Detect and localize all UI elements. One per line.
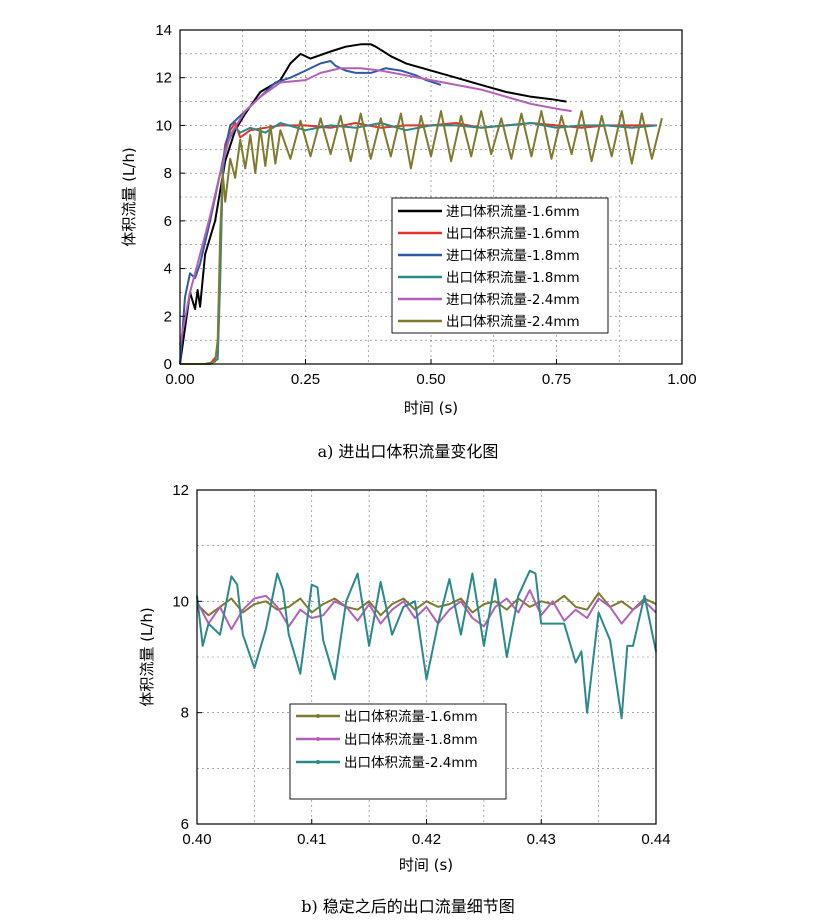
chart-b-x-axis-title: 时间 (s) bbox=[399, 856, 453, 874]
chart-a-x-tick-label: 0.25 bbox=[291, 371, 320, 388]
chart-a-y-tick-label: 10 bbox=[155, 117, 172, 134]
chart-b-series-line-0 bbox=[196, 592, 657, 617]
chart-b-x-tick-label: 0.43 bbox=[527, 831, 556, 848]
chart-b-legend: 出口体积流量-1.6mm 出口体积流量-1.8mm 出口体积流量-2.4mm bbox=[289, 703, 507, 800]
chart-a-y-tick-label: 8 bbox=[164, 165, 172, 182]
chart-a: 0.00 0.25 0.50 0.75 1.00 0 2 4 6 8 10 12 14 时间 (s) 体… bbox=[120, 22, 697, 461]
chart-b-x-tick-label: 0.42 bbox=[412, 831, 441, 848]
chart-b-legend-label-1: 出口体积流量-1.8mm bbox=[344, 732, 478, 748]
chart-a-x-axis-title: 时间 (s) bbox=[404, 399, 458, 417]
chart-b-legend-marker-0 bbox=[316, 714, 320, 718]
chart-a-caption: a) 进出口体积流量变化图 bbox=[318, 442, 499, 461]
chart-a-y-tick-label: 2 bbox=[164, 308, 172, 325]
chart-b-legend-marker-2 bbox=[316, 760, 320, 764]
chart-b-y-axis-title: 体积流量 (L/h) bbox=[138, 607, 156, 706]
chart-b-legend-label-0: 出口体积流量-1.6mm bbox=[344, 709, 478, 725]
chart-a-y-tick-label: 6 bbox=[164, 213, 172, 230]
chart-a-x-tick-label: 0.00 bbox=[165, 371, 194, 388]
chart-a-legend-box bbox=[391, 197, 609, 334]
chart-a-x-tick-label: 0.75 bbox=[542, 371, 571, 388]
chart-a-legend-label-4: 进口体积流量-2.4mm bbox=[446, 292, 580, 308]
chart-b: 0.40 0.41 0.42 0.43 0.44 6 8 10 12 时间 (s) 体积流量 (… bbox=[138, 482, 671, 916]
chart-b-y-tick-label: 12 bbox=[172, 482, 189, 499]
chart-a-y-tick-label: 0 bbox=[164, 356, 172, 373]
chart-b-x-tick-label: 0.44 bbox=[641, 831, 670, 848]
chart-a-y-axis-title: 体积流量 (L/h) bbox=[120, 147, 138, 246]
chart-b-y-tick-label: 10 bbox=[172, 593, 189, 610]
chart-a-legend: 进口体积流量-1.6mm 出口体积流量-1.6mm 进口体积流量-1.8mm 出口体积… bbox=[391, 197, 609, 334]
chart-a-legend-label-1: 出口体积流量-1.6mm bbox=[446, 226, 580, 242]
chart-b-legend-marker-1 bbox=[316, 737, 320, 741]
chart-b-y-tick-label: 8 bbox=[181, 705, 189, 722]
chart-b-x-tick-label: 0.41 bbox=[297, 831, 326, 848]
chart-b-caption: b) 稳定之后的出口流量细节图 bbox=[301, 897, 515, 916]
chart-a-series-line-5 bbox=[180, 110, 663, 365]
chart-b-legend-box bbox=[289, 703, 507, 800]
chart-a-y-tick-label: 4 bbox=[164, 261, 172, 278]
chart-a-legend-label-2: 进口体积流量-1.8mm bbox=[446, 248, 580, 264]
chart-a-x-tick-label: 1.00 bbox=[667, 371, 696, 388]
chart-b-series-line-1 bbox=[196, 589, 657, 631]
chart-a-legend-label-0: 进口体积流量-1.6mm bbox=[446, 204, 580, 220]
chart-a-y-tick-label: 14 bbox=[155, 22, 172, 39]
chart-b-legend-label-2: 出口体积流量-2.4mm bbox=[344, 755, 478, 771]
chart-b-x-tick-label: 0.40 bbox=[182, 831, 211, 848]
chart-a-x-tick-label: 0.50 bbox=[416, 371, 445, 388]
chart-a-legend-label-3: 出口体积流量-1.8mm bbox=[446, 270, 580, 286]
chart-a-series-line-3 bbox=[180, 122, 657, 365]
chart-b-series-line-2 bbox=[196, 569, 657, 720]
chart-a-y-tick-label: 12 bbox=[155, 70, 172, 87]
chart-b-y-tick-label: 6 bbox=[181, 816, 189, 833]
chart-a-series-line-4 bbox=[179, 67, 572, 346]
chart-a-series-line-0 bbox=[179, 43, 567, 365]
chart-a-series-line-2 bbox=[179, 60, 442, 365]
chart-a-legend-label-5: 出口体积流量-2.4mm bbox=[446, 314, 580, 330]
